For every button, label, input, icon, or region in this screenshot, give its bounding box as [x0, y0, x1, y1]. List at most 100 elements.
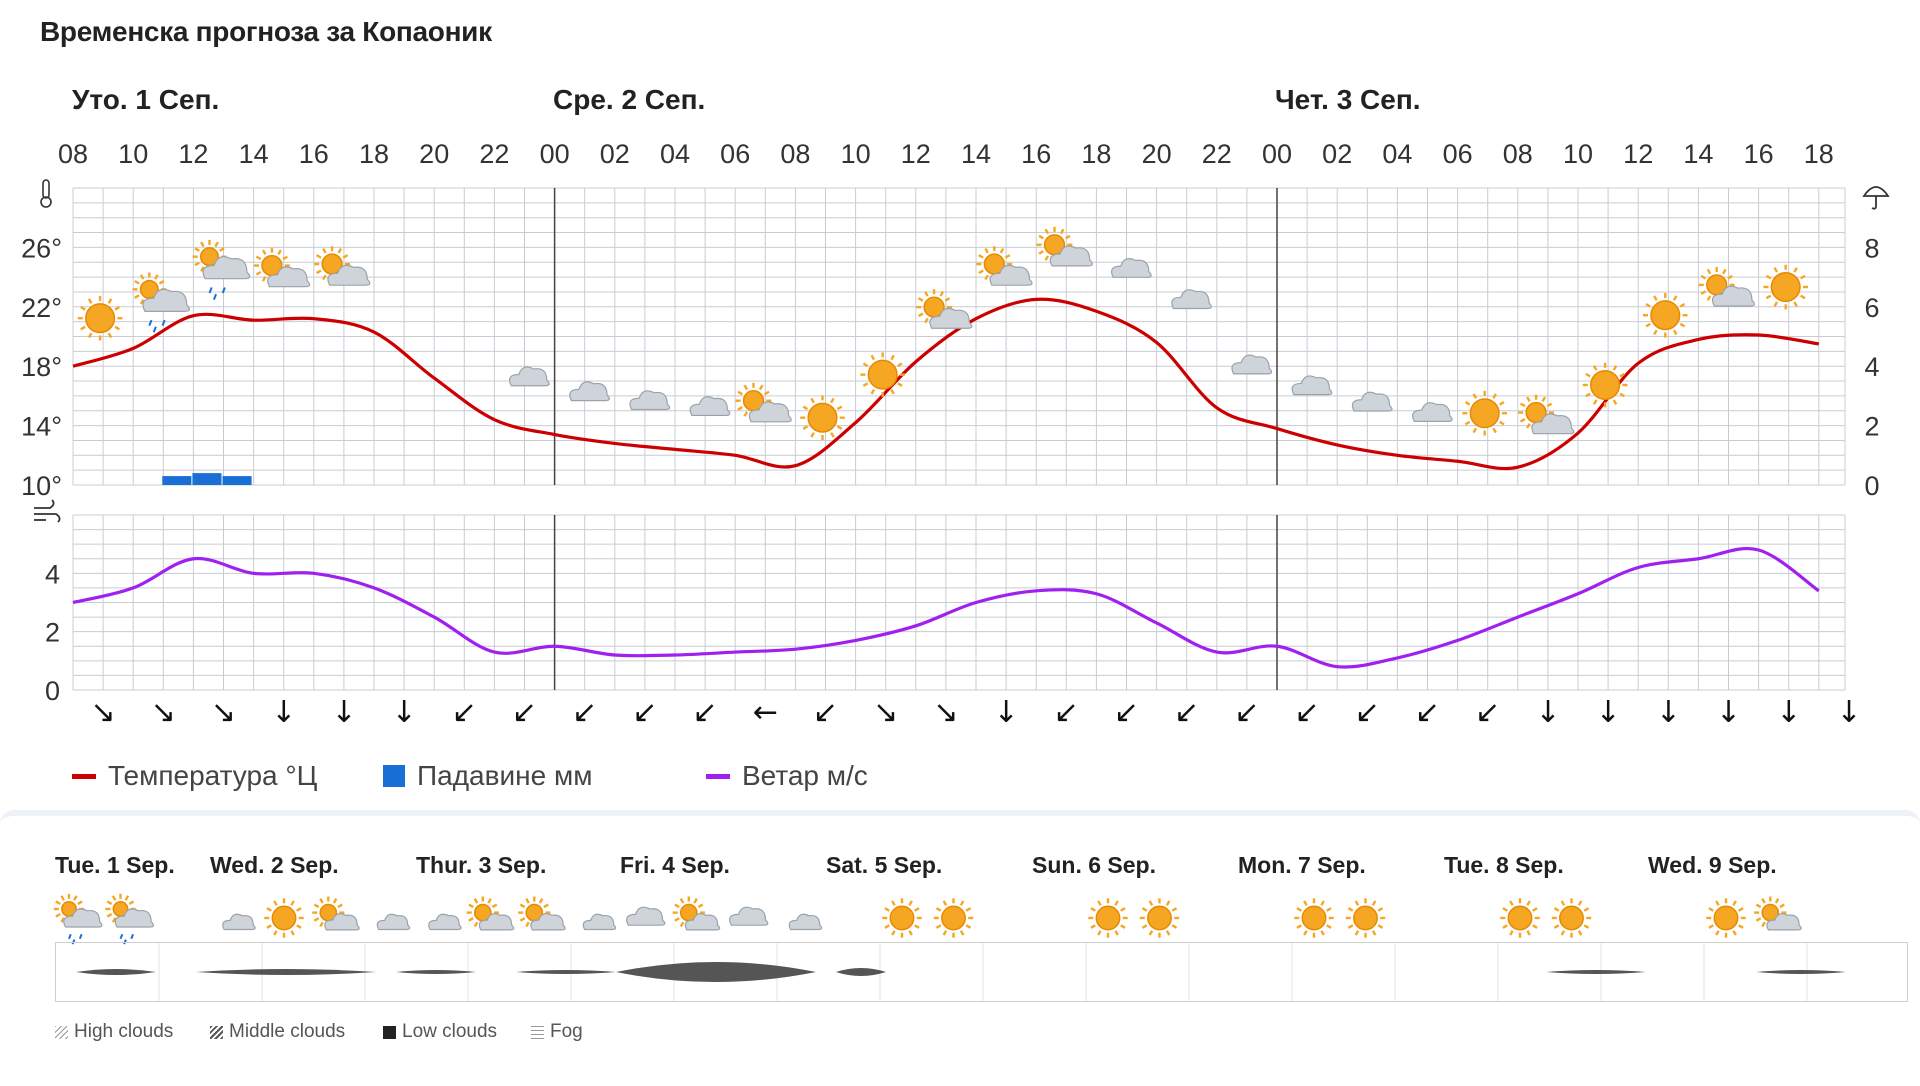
moon-shape	[1614, 905, 1627, 931]
sun-disc	[1590, 369, 1621, 401]
rain-drop	[71, 939, 76, 945]
legend-temperature-swatch	[72, 773, 96, 779]
sun-ray	[1706, 295, 1712, 301]
cloud-shape	[324, 913, 360, 931]
sun-cloud-icon	[253, 247, 311, 288]
sun-ray	[1765, 274, 1772, 280]
wind-direction-arrow: ↘	[151, 695, 176, 730]
sun-ray	[978, 269, 984, 275]
sun-ray	[939, 291, 945, 297]
sun-disc	[867, 359, 898, 390]
cloud-icon	[626, 906, 666, 926]
moon-shape	[1410, 389, 1422, 412]
cloud-shape	[929, 307, 973, 329]
sun-ray	[679, 921, 685, 928]
sun-ray	[1526, 423, 1531, 429]
sun-disc	[1353, 905, 1378, 931]
sun-ray	[194, 261, 200, 267]
moon-shape	[1169, 276, 1181, 299]
sun-ray	[1612, 399, 1618, 405]
sun-ray	[674, 917, 680, 922]
high-clouds-swatch	[55, 1025, 68, 1039]
sun-ray	[1519, 402, 1526, 408]
sun-ray	[266, 907, 272, 912]
sun-ray	[273, 930, 278, 936]
lower-day-7: Mon. 7 Sep.	[1238, 852, 1366, 878]
moon-icon	[172, 905, 185, 931]
cloud-band	[76, 969, 156, 975]
y-tick-precipitation: 8	[1864, 233, 1879, 263]
sun-ray	[519, 903, 526, 909]
sun-ray	[897, 362, 903, 368]
moon-cloud-icon	[627, 377, 671, 411]
sun-ray	[1371, 900, 1377, 906]
wind-direction-arrow: ↙	[1355, 695, 1380, 730]
sun-ray	[1715, 930, 1720, 936]
wind-direction-arrow: ↙	[452, 695, 477, 730]
x-tick-label: 16	[299, 139, 329, 169]
sun-ray	[917, 297, 924, 302]
sun-icon	[77, 295, 123, 341]
sun-ray	[1509, 900, 1514, 906]
sun-ray	[1526, 396, 1531, 403]
sun-ray	[282, 255, 288, 261]
sun-ray	[1672, 329, 1678, 336]
moon-shape	[172, 905, 185, 931]
sun-ray	[1171, 907, 1178, 912]
sun-disc	[889, 905, 915, 931]
sun-ray	[200, 266, 205, 272]
y-tick-wind: 4	[45, 559, 60, 589]
sun-disc	[85, 303, 116, 334]
sun-disc	[1469, 398, 1500, 429]
sun-ray	[1509, 930, 1514, 936]
sun-ray	[935, 924, 942, 929]
wind-icon	[34, 499, 61, 523]
sun-ray	[1645, 303, 1651, 308]
sun-ray	[219, 247, 225, 252]
sun-ray	[273, 900, 278, 906]
sun-icon	[933, 898, 974, 938]
sun-ray	[87, 332, 93, 339]
moon-icon	[1459, 905, 1473, 931]
sun-ray	[1502, 924, 1508, 929]
cloud-shape	[428, 913, 462, 931]
moon-shape	[1871, 905, 1885, 931]
x-tick-label: 18	[1081, 139, 1111, 169]
sun-ray	[1779, 903, 1785, 909]
sun-ray	[758, 384, 764, 391]
moon-cloud-icon	[567, 368, 610, 402]
cloud-shape	[202, 256, 251, 280]
moon-shape	[841, 905, 855, 931]
sun-ray	[1653, 329, 1658, 336]
sun-icon	[1294, 898, 1334, 938]
sun-cloud-rain-icon	[53, 893, 103, 945]
cloud-legend-middle-label: Middle clouds	[229, 1021, 346, 1042]
sun-cloud-icon	[1036, 226, 1093, 267]
legend-temperature-label: Температура °Ц	[108, 760, 318, 791]
x-tick-label: 04	[660, 139, 690, 169]
legend-wind-label: Ветар м/с	[742, 760, 868, 791]
sun-ray	[1708, 907, 1714, 912]
sun-ray	[468, 917, 474, 922]
sun-ray	[1464, 401, 1471, 406]
wind-direction-arrow: ↙	[813, 695, 838, 730]
sun-ray	[55, 913, 61, 918]
precipitation-bar	[222, 476, 252, 485]
moon-cloud-icon	[375, 903, 411, 931]
low-clouds-swatch	[383, 1025, 396, 1039]
x-tick-label: 08	[780, 139, 810, 169]
sun-disc	[1507, 905, 1533, 931]
sun-cloud-icon	[916, 289, 973, 329]
sun-ray	[1722, 268, 1727, 275]
temperature-line	[72, 297, 1820, 471]
sun-ray	[77, 900, 83, 905]
sun-ray	[1583, 907, 1590, 912]
x-tick-label: 12	[1623, 139, 1653, 169]
sun-ray	[322, 247, 327, 254]
y-tick-precipitation: 6	[1864, 293, 1879, 323]
x-tick-label: 00	[540, 139, 570, 169]
sun-ray	[107, 332, 113, 339]
x-tick-label: 16	[1744, 139, 1774, 169]
x-tick-label: 14	[961, 139, 991, 169]
sun-ray	[917, 312, 924, 318]
